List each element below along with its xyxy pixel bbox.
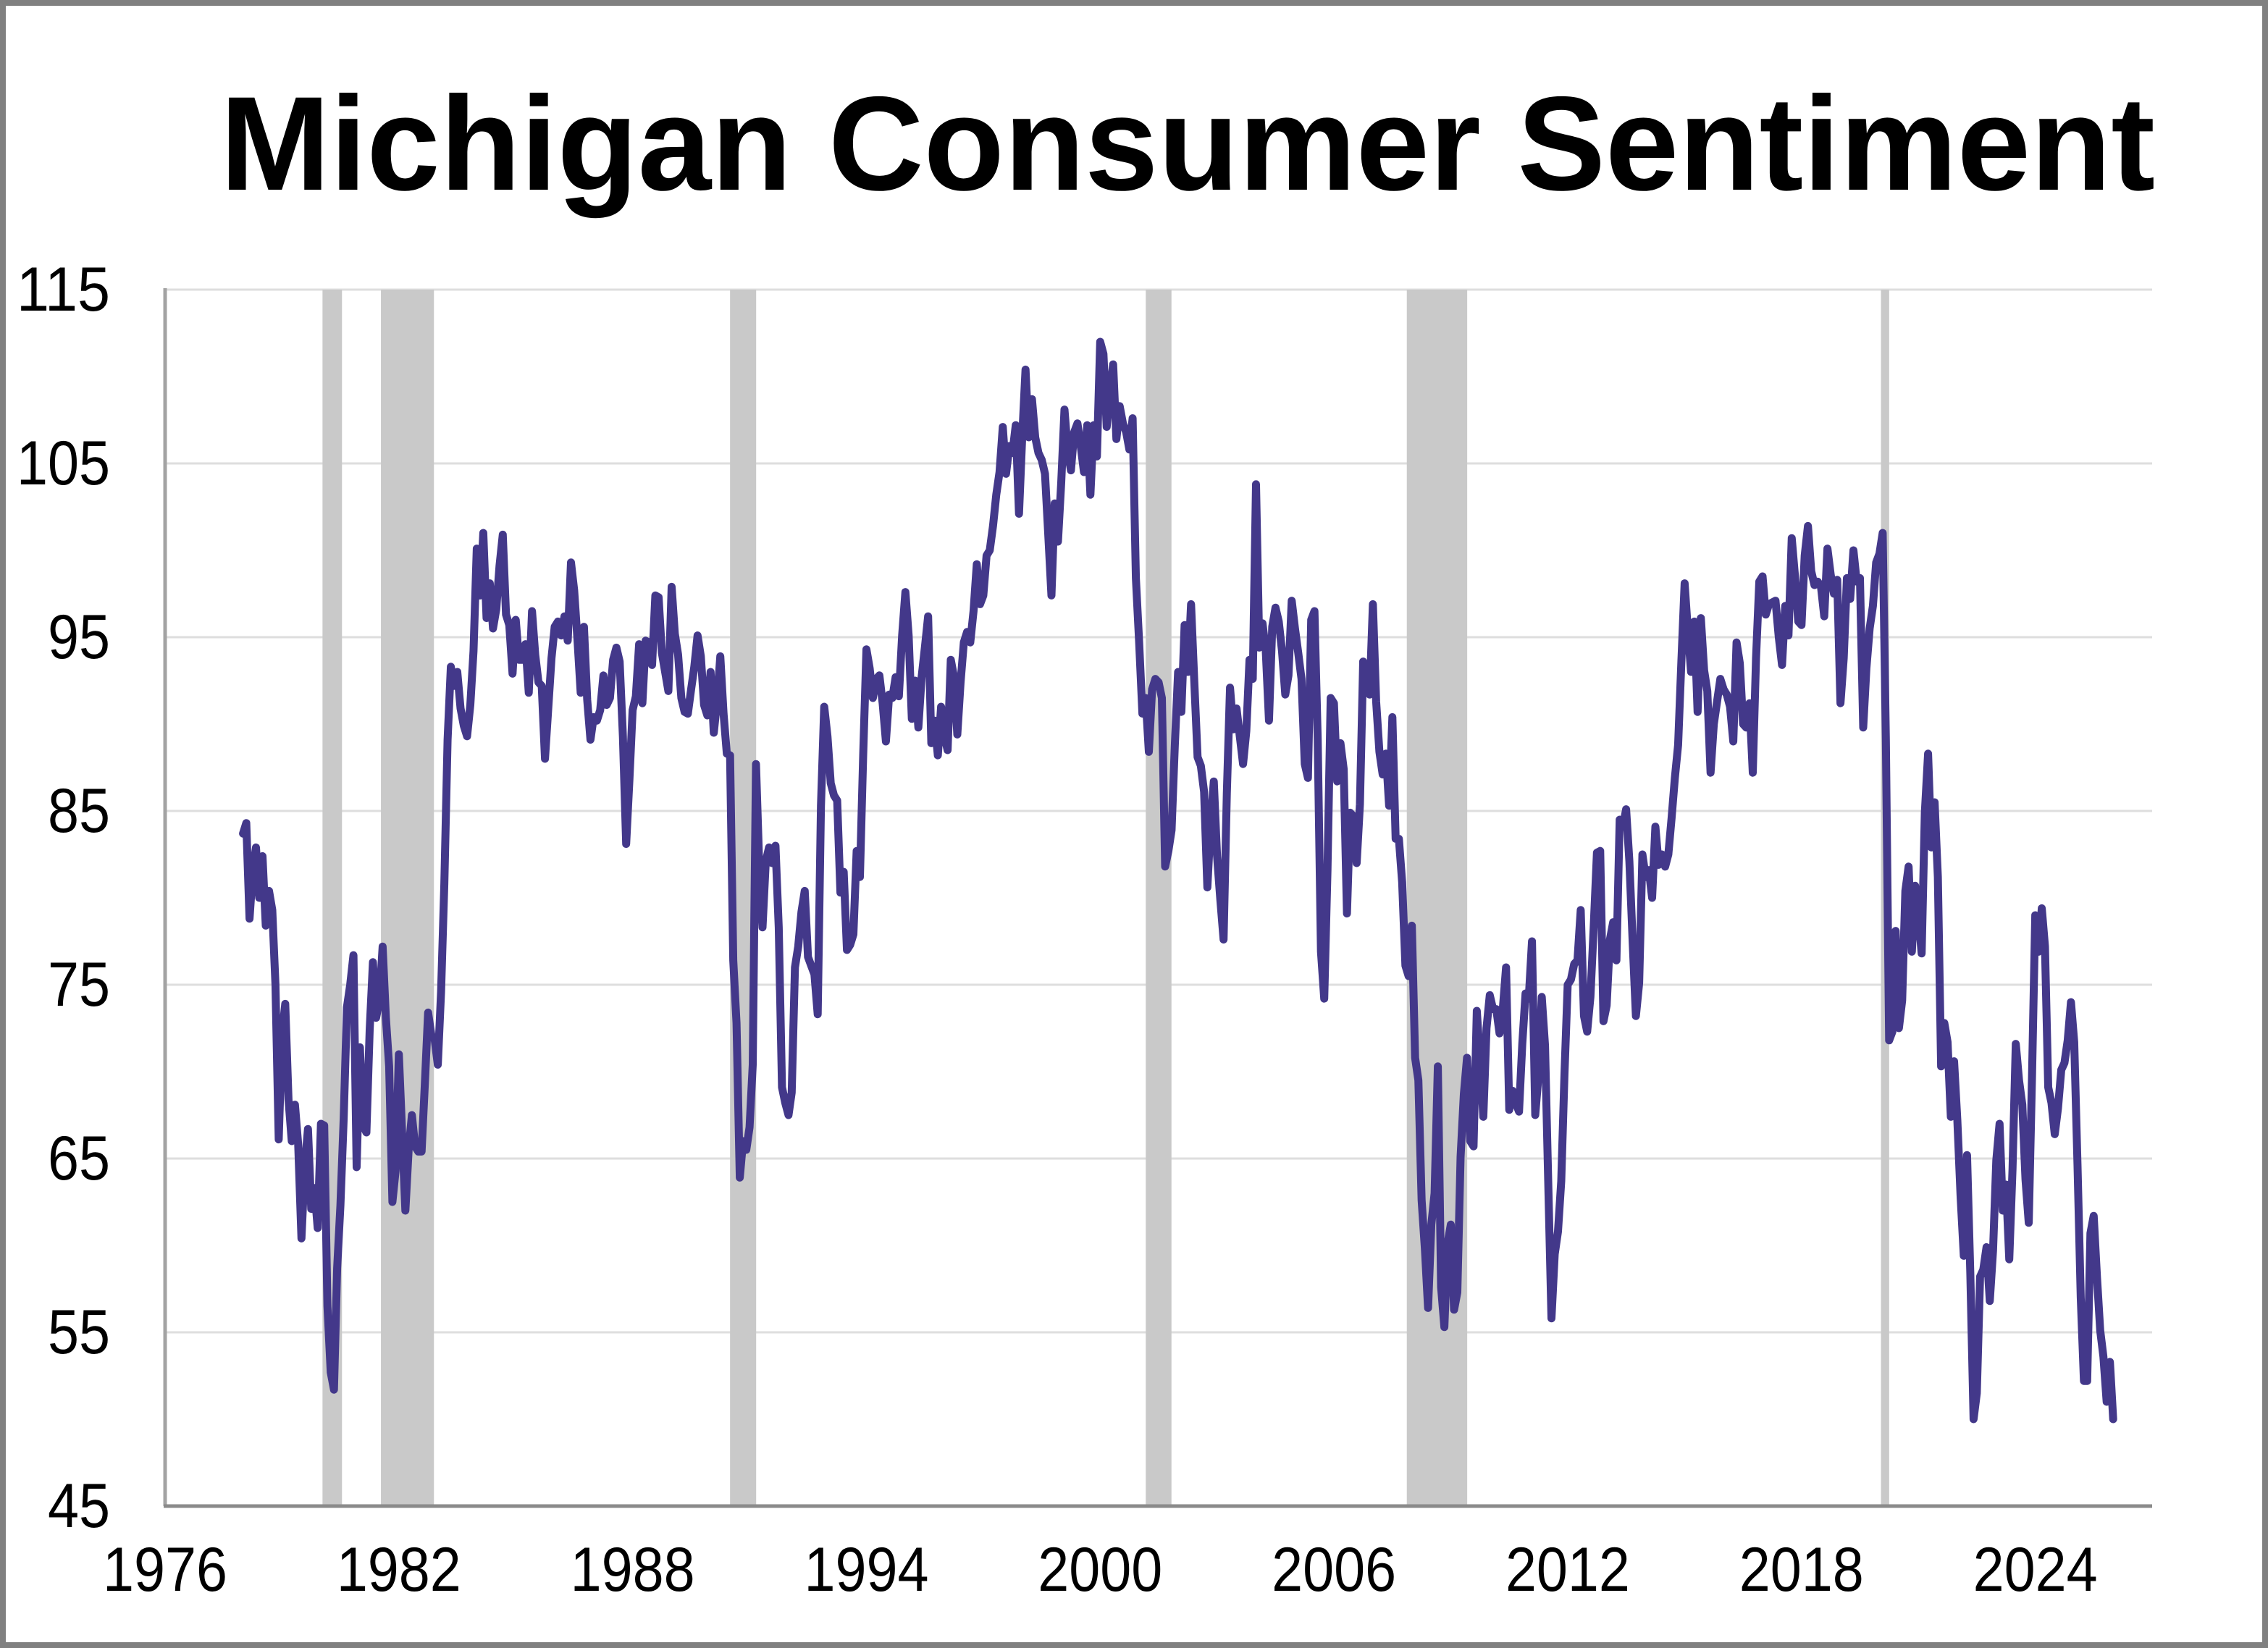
y-tick-label: 95	[48, 602, 110, 672]
y-axis-labels: 115 105 95 85 75 65 55 45	[17, 255, 110, 1541]
y-tick-label: 55	[48, 1298, 110, 1367]
y-tick-label: 85	[48, 776, 110, 846]
y-tick-label: 75	[48, 950, 110, 1020]
x-axis-labels: 1976 1982 1988 1994 2000 2006 2012 2018 2024	[103, 1535, 2098, 1605]
y-tick-label: 45	[48, 1471, 110, 1541]
x-tick-label: 2000	[1038, 1535, 1162, 1605]
recession-band	[1146, 290, 1172, 1506]
x-tick-label: 2024	[1973, 1535, 2098, 1605]
x-tick-label: 2006	[1272, 1535, 1396, 1605]
series	[239, 337, 2117, 1424]
axes	[163, 288, 2152, 1508]
x-tick-label: 1994	[804, 1535, 928, 1605]
sentiment-line	[239, 337, 2117, 1424]
x-tick-label: 1982	[337, 1535, 461, 1605]
y-tick-label: 65	[48, 1124, 110, 1193]
chart-title: Michigan Consumer Sentiment	[220, 70, 2155, 219]
x-tick-label: 2018	[1739, 1535, 1864, 1605]
y-tick-label: 105	[17, 429, 110, 498]
x-tick-label: 1988	[571, 1535, 695, 1605]
x-tick-label: 2012	[1505, 1535, 1630, 1605]
recession-band	[381, 290, 434, 1506]
recession-band	[1406, 290, 1468, 1506]
y-tick-label: 115	[17, 255, 110, 324]
x-tick-label: 1976	[103, 1535, 227, 1605]
